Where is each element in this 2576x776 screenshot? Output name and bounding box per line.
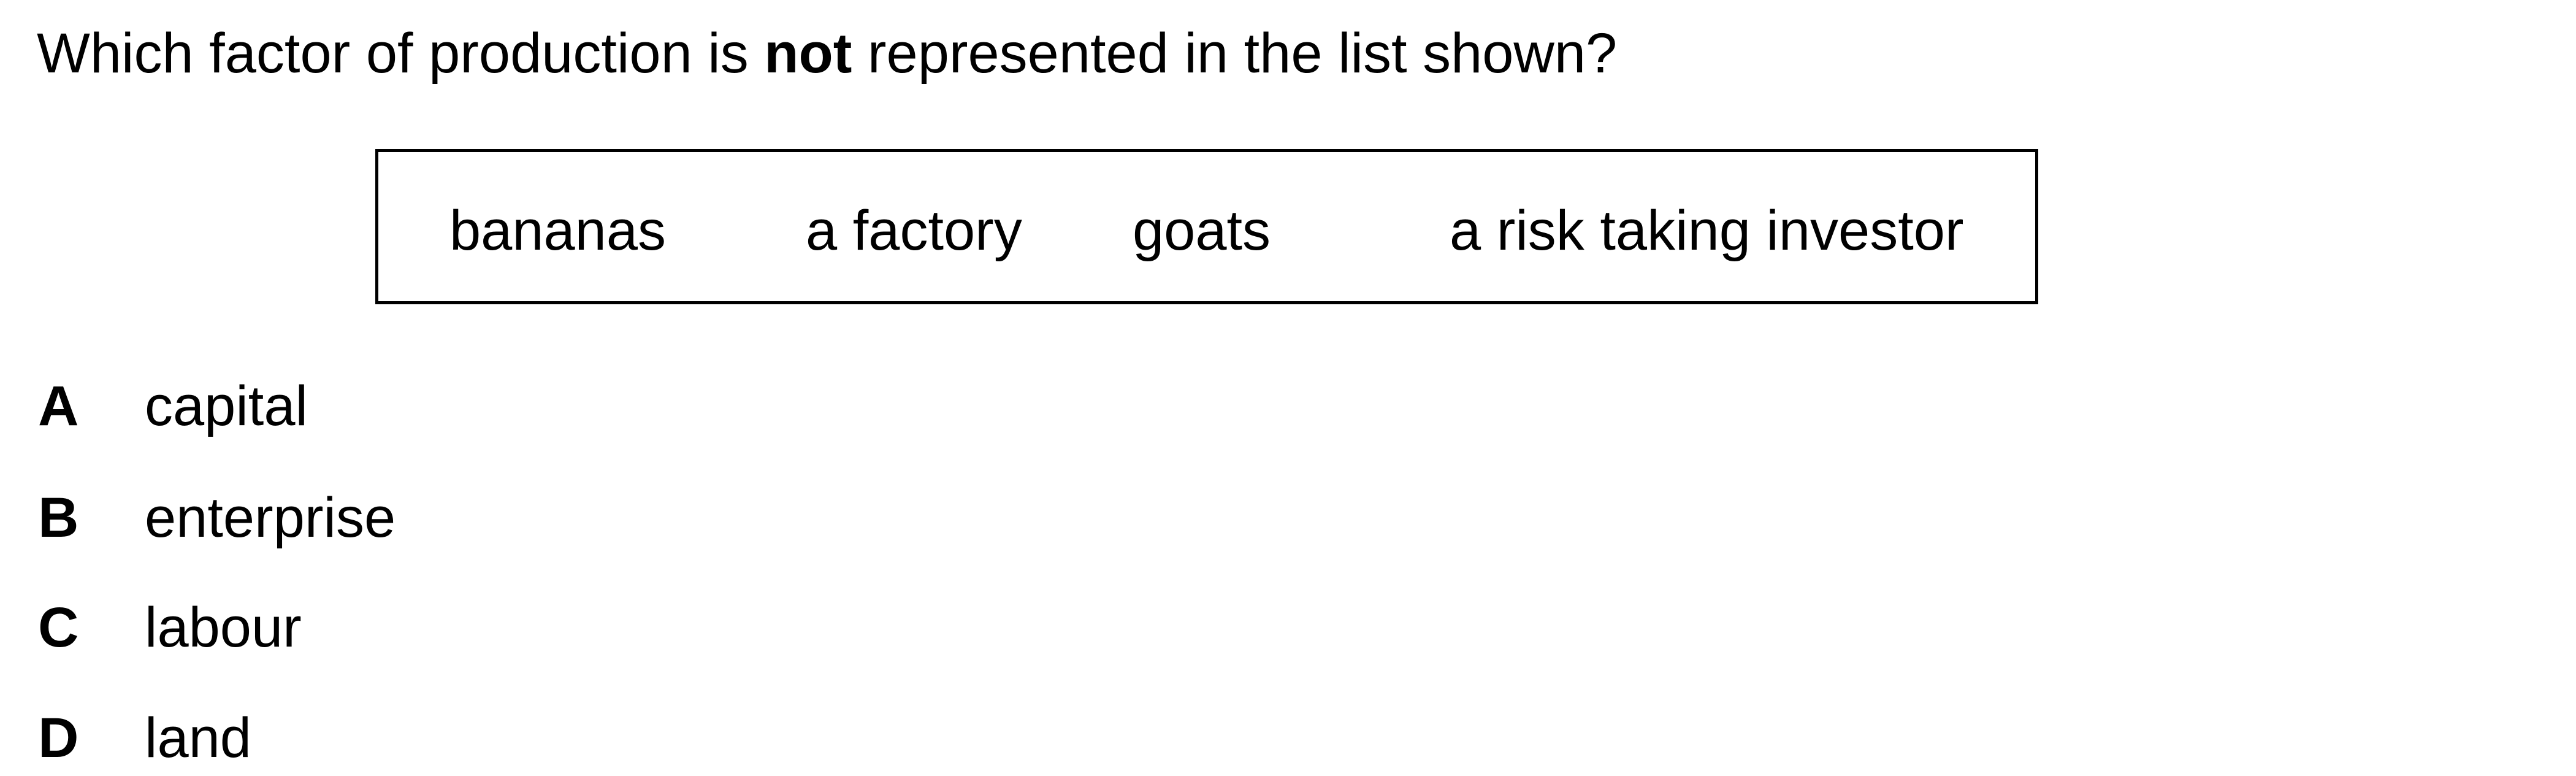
option-text: enterprise (145, 486, 396, 549)
option-letter: D (38, 707, 79, 769)
list-item-investor: a risk taking investor (1450, 199, 1964, 262)
question-emphasis: not (764, 22, 852, 85)
items-list-box: bananas a factory goats a risk taking in… (375, 149, 2038, 304)
list-item-goats: goats (1133, 199, 1271, 262)
question-text-start: Which factor of production is (37, 22, 765, 85)
option-text: labour (145, 596, 302, 659)
question-text: Which factor of production is not repres… (37, 13, 1617, 93)
option-letter: C (38, 596, 79, 659)
list-item-factory: a factory (806, 199, 1022, 262)
option-text: capital (145, 375, 308, 437)
option-text: land (145, 707, 251, 769)
option-letter: B (38, 486, 79, 549)
list-item-bananas: bananas (449, 199, 666, 262)
option-letter: A (38, 375, 79, 437)
question-text-end: represented in the list shown? (852, 22, 1618, 85)
